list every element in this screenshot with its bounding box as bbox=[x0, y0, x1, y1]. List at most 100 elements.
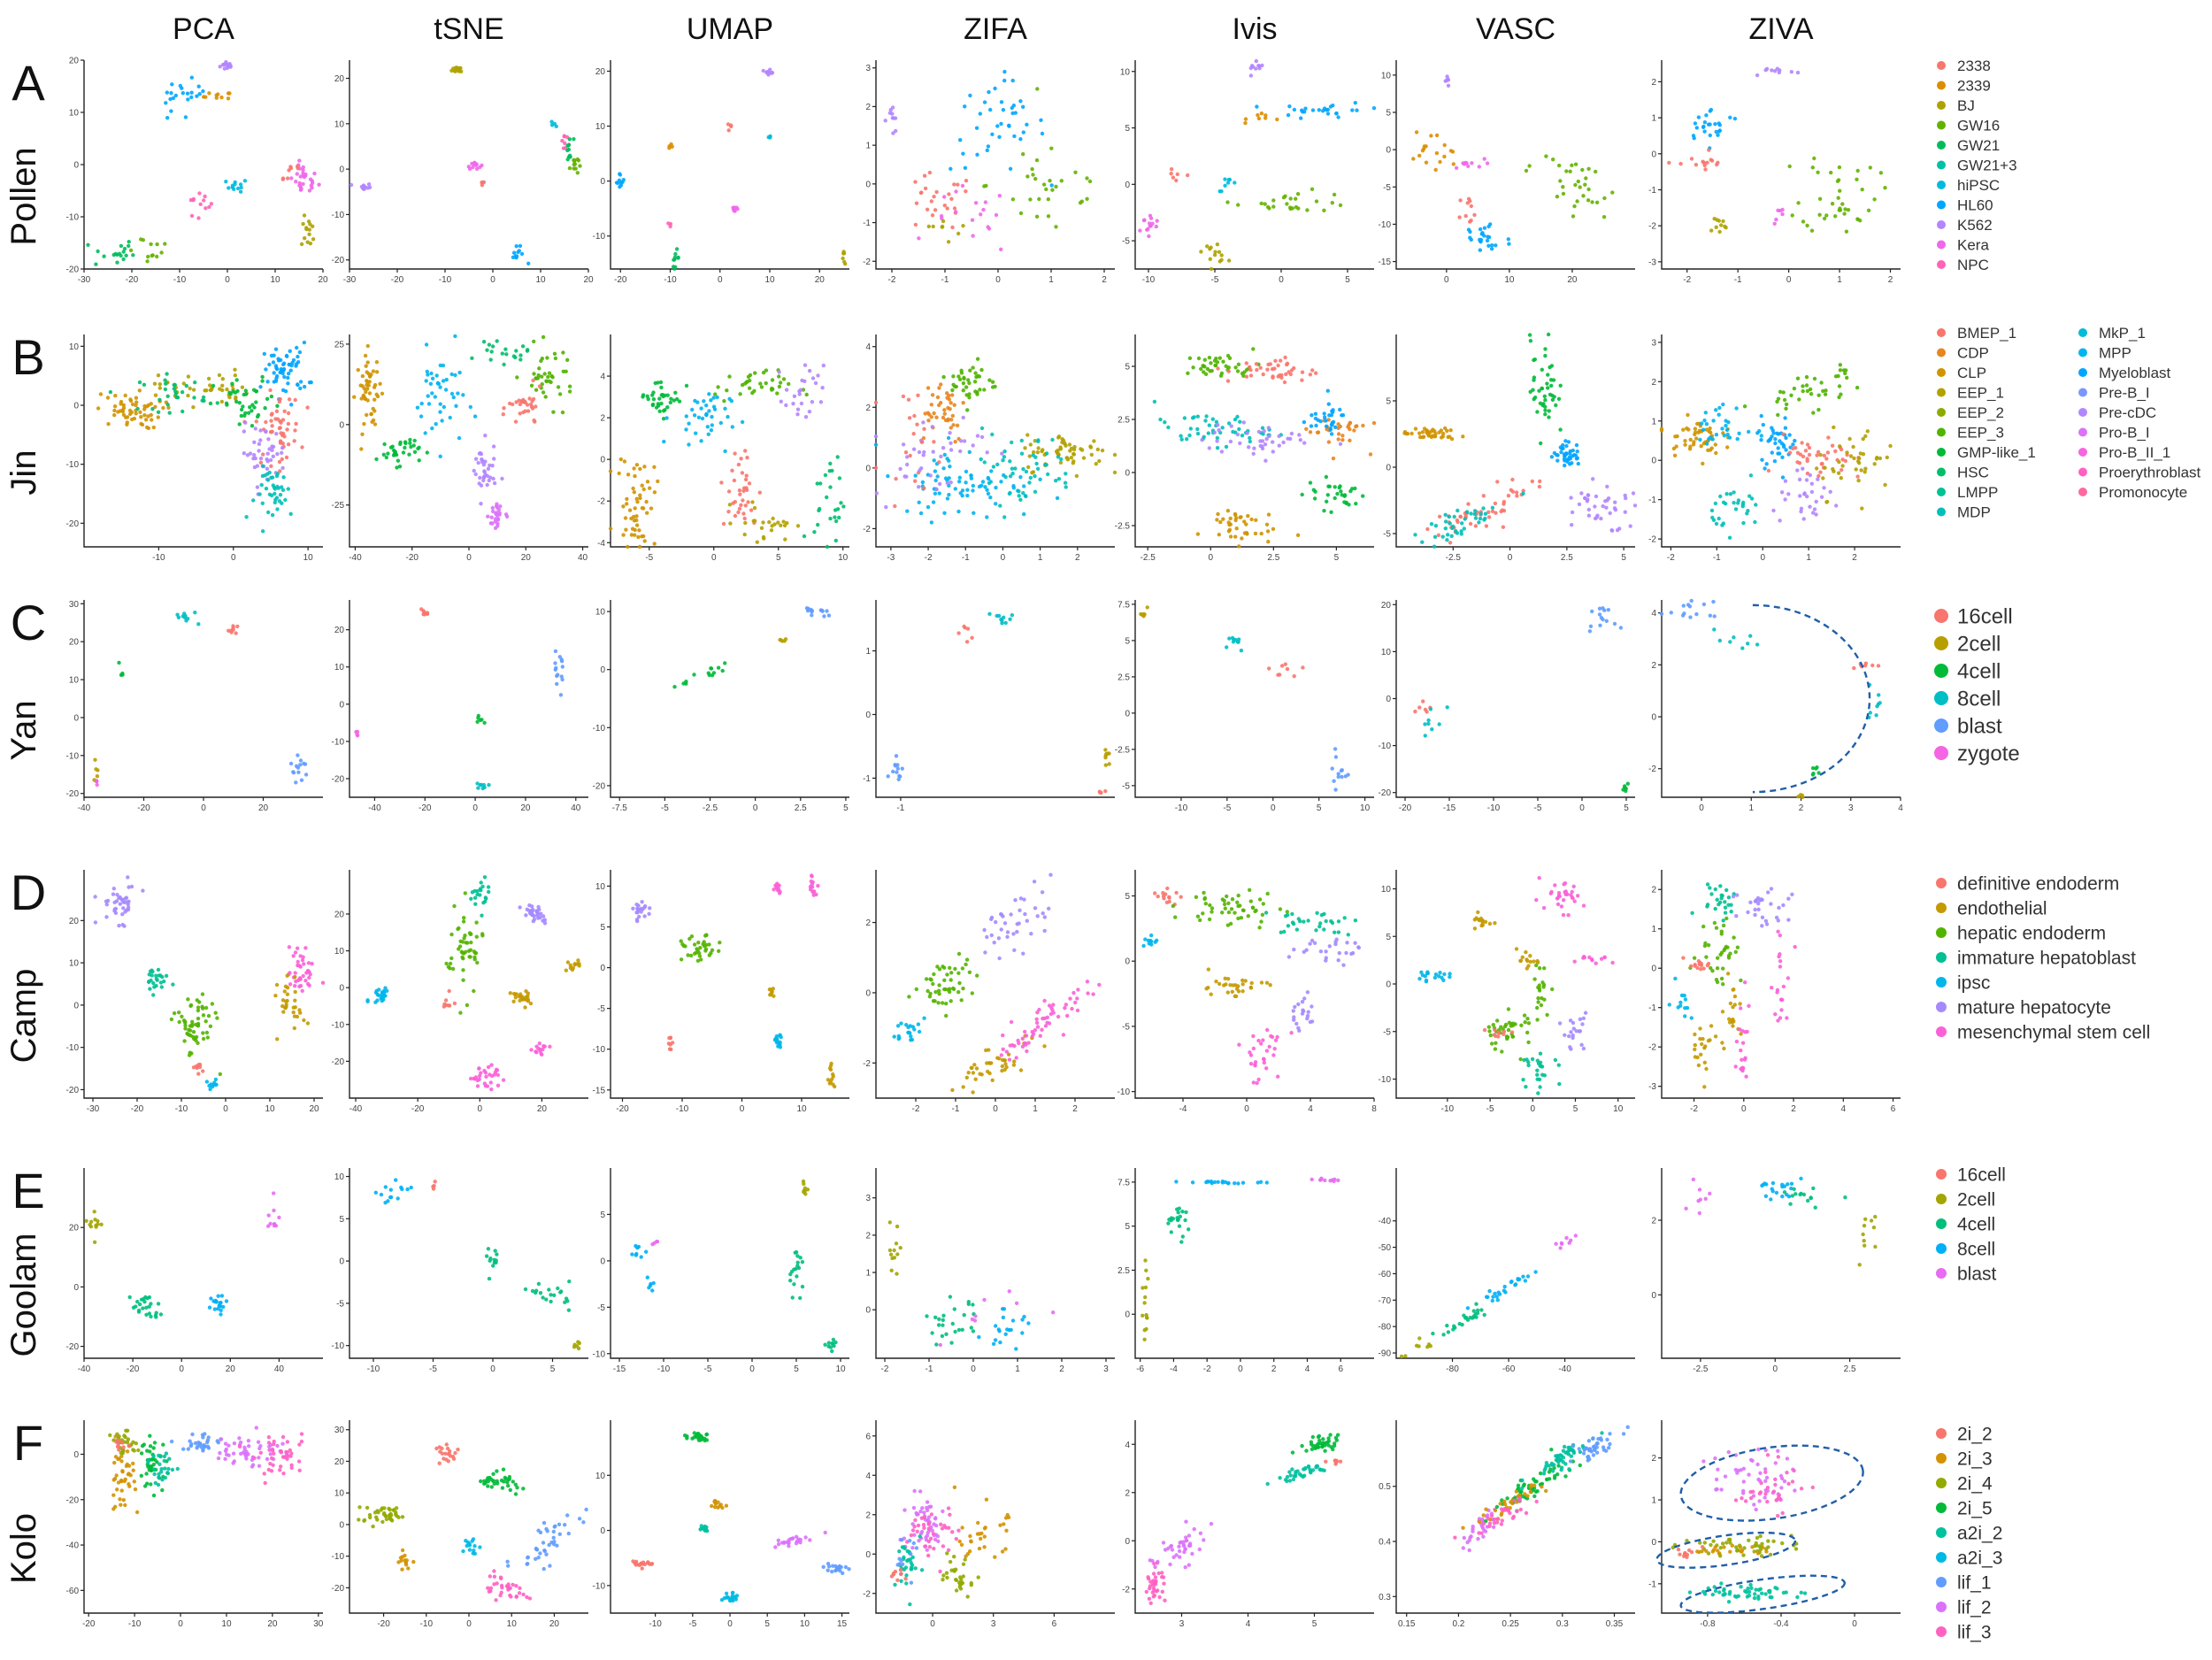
data-point bbox=[473, 472, 478, 477]
data-point bbox=[1054, 225, 1058, 229]
cluster-2338 bbox=[1457, 196, 1477, 224]
data-point bbox=[1018, 475, 1023, 480]
data-point bbox=[641, 506, 646, 511]
data-point bbox=[1606, 608, 1611, 612]
data-point bbox=[365, 370, 369, 374]
cluster-hepatic-endoderm bbox=[1171, 888, 1290, 930]
data-point bbox=[301, 973, 305, 979]
data-point bbox=[264, 487, 269, 491]
data-point bbox=[1423, 707, 1428, 712]
y-tick-label: -20 bbox=[66, 789, 80, 799]
data-point bbox=[150, 418, 154, 422]
data-point bbox=[986, 491, 991, 496]
data-point bbox=[386, 451, 390, 456]
data-point bbox=[737, 506, 742, 511]
data-point bbox=[779, 399, 783, 403]
data-point bbox=[1264, 1066, 1269, 1071]
data-point bbox=[1799, 509, 1803, 514]
data-point bbox=[896, 1034, 901, 1039]
data-point bbox=[1764, 66, 1770, 72]
data-point bbox=[1464, 510, 1470, 514]
data-point bbox=[833, 519, 839, 524]
data-point bbox=[1549, 455, 1555, 459]
data-point bbox=[1241, 908, 1246, 913]
cluster-gw21 bbox=[565, 137, 576, 162]
data-point bbox=[1818, 452, 1823, 457]
data-point bbox=[1510, 477, 1515, 482]
data-point bbox=[742, 381, 748, 386]
data-point bbox=[275, 403, 280, 408]
data-point bbox=[1542, 394, 1548, 398]
data-point bbox=[1250, 905, 1256, 910]
data-point bbox=[1031, 453, 1035, 457]
x-tick-label: -30 bbox=[343, 275, 357, 285]
data-point bbox=[1045, 1015, 1050, 1020]
data-point bbox=[201, 88, 205, 94]
data-point bbox=[1483, 511, 1488, 516]
data-point bbox=[1506, 1027, 1511, 1033]
data-point bbox=[421, 612, 426, 617]
data-point bbox=[196, 1005, 201, 1010]
cluster-16cell bbox=[1097, 788, 1108, 795]
data-point bbox=[382, 990, 387, 995]
data-point bbox=[913, 222, 918, 227]
data-point bbox=[491, 509, 495, 514]
data-point bbox=[1532, 396, 1536, 402]
data-point bbox=[994, 919, 998, 925]
data-point bbox=[234, 631, 238, 635]
data-point bbox=[1577, 502, 1582, 507]
row-letter-A: A bbox=[12, 55, 45, 111]
data-point bbox=[115, 260, 119, 265]
data-point bbox=[1876, 664, 1881, 668]
data-point bbox=[1035, 1011, 1040, 1015]
data-point bbox=[500, 351, 504, 356]
cluster-definitive-endoderm bbox=[191, 1062, 205, 1076]
data-point bbox=[936, 988, 941, 993]
data-point bbox=[446, 1003, 451, 1008]
data-point bbox=[949, 448, 954, 452]
data-point bbox=[495, 1072, 500, 1078]
data-point bbox=[1503, 1022, 1509, 1027]
data-point bbox=[622, 459, 627, 464]
data-point bbox=[1494, 1041, 1498, 1046]
data-point bbox=[442, 404, 446, 410]
data-point bbox=[203, 194, 207, 199]
data-point bbox=[467, 931, 472, 935]
data-point bbox=[1056, 455, 1061, 459]
data-point bbox=[438, 454, 442, 458]
data-point bbox=[1450, 526, 1455, 531]
data-point bbox=[1336, 774, 1340, 780]
data-point bbox=[1228, 516, 1233, 521]
data-point bbox=[949, 418, 954, 422]
data-point bbox=[1227, 356, 1233, 360]
data-point bbox=[950, 225, 955, 230]
data-point bbox=[1481, 506, 1486, 511]
data-point bbox=[242, 392, 246, 397]
data-point bbox=[390, 444, 395, 449]
data-point bbox=[970, 218, 975, 222]
y-tick-label: -2 bbox=[597, 497, 605, 507]
data-point bbox=[1599, 516, 1603, 521]
data-point bbox=[1218, 373, 1224, 378]
data-point bbox=[557, 392, 563, 396]
data-point bbox=[1524, 949, 1528, 955]
data-point bbox=[108, 389, 113, 395]
data-point bbox=[540, 374, 544, 379]
data-point bbox=[192, 396, 196, 400]
data-point bbox=[1478, 227, 1483, 232]
data-point bbox=[1037, 196, 1041, 202]
data-point bbox=[890, 105, 895, 110]
data-point bbox=[170, 82, 174, 87]
data-point bbox=[1478, 248, 1483, 252]
cluster-clp bbox=[96, 388, 171, 431]
data-point bbox=[428, 381, 434, 386]
data-point bbox=[739, 457, 743, 461]
data-point bbox=[642, 465, 647, 469]
x-tick-label: 8 bbox=[1371, 1104, 1377, 1114]
x-tick-label: 5 bbox=[1624, 803, 1629, 813]
data-point bbox=[477, 1073, 482, 1079]
data-point bbox=[208, 1024, 213, 1029]
data-point bbox=[755, 540, 759, 544]
data-point bbox=[1202, 357, 1208, 362]
